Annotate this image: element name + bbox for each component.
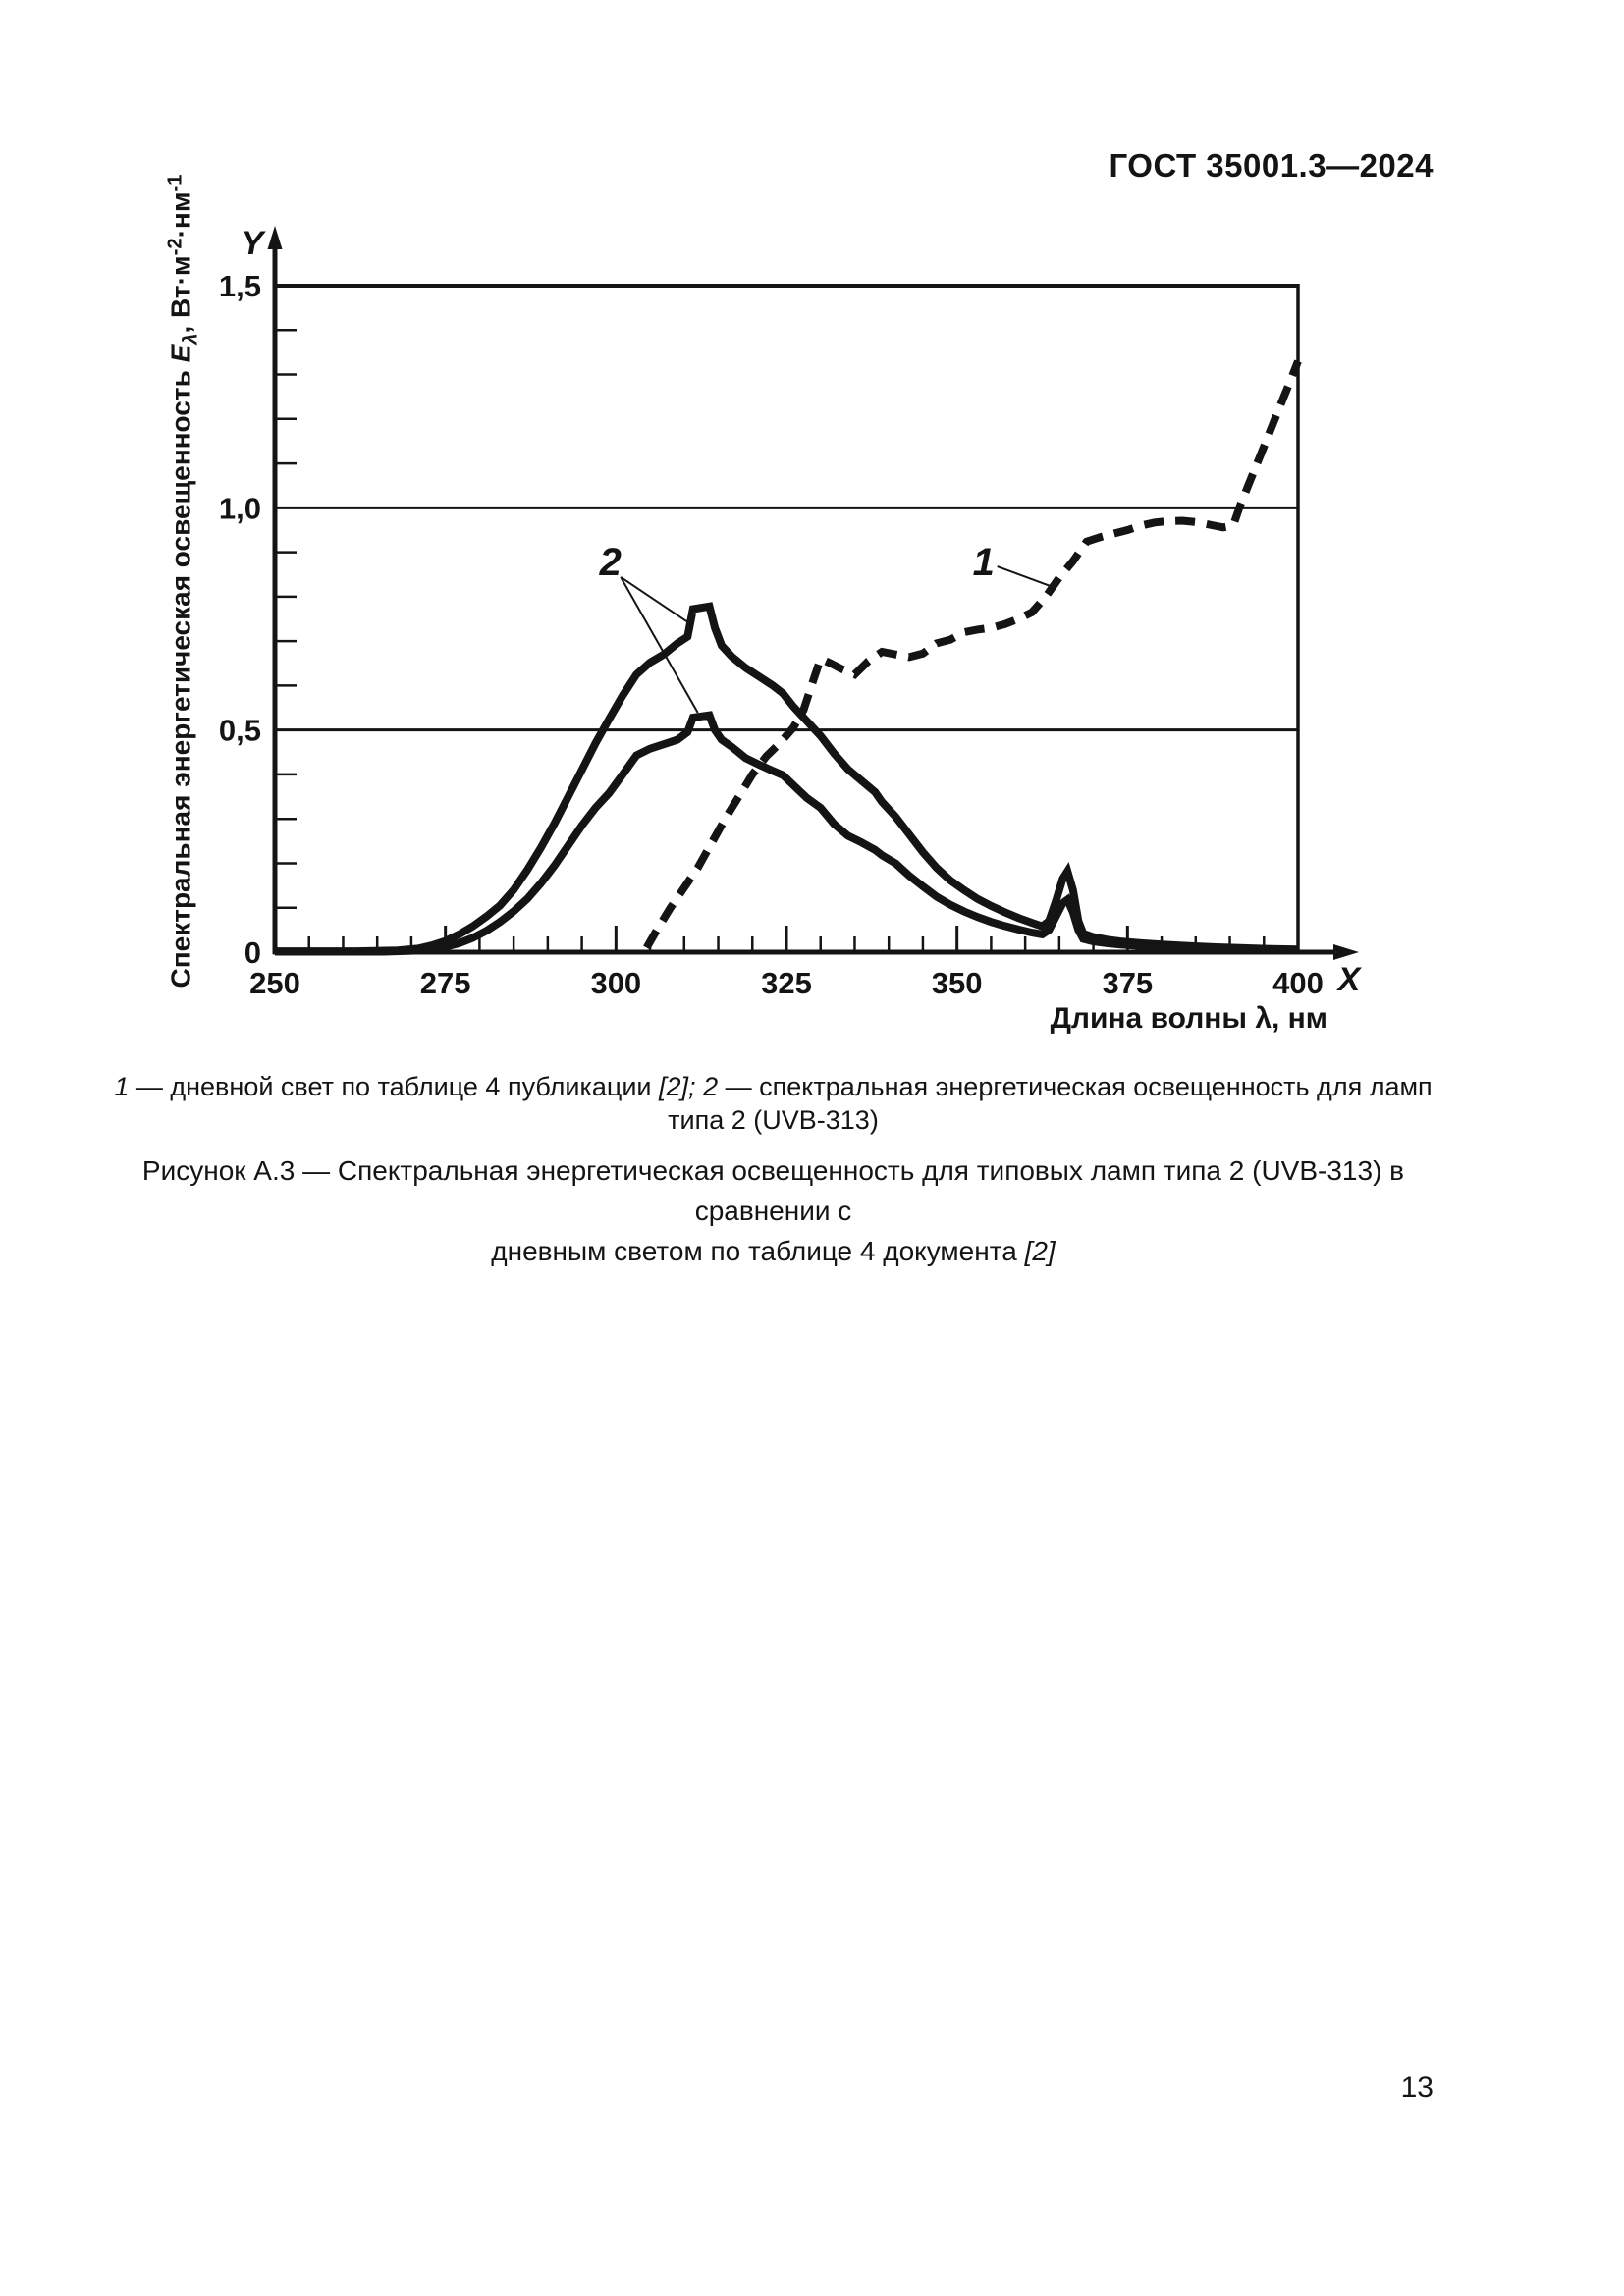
document-header: ГОСТ 35001.3—2024 <box>1109 147 1434 184</box>
y-tick-label: 1,0 <box>219 491 261 525</box>
figure-caption-line1: Рисунок А.3 — Спектральная энергетическа… <box>103 1150 1443 1231</box>
annotation-leader <box>620 576 699 714</box>
x-axis-letter: X <box>1336 961 1363 998</box>
curve-2-lower <box>275 711 1299 956</box>
x-tick-label: 400 <box>1272 966 1324 1000</box>
text-fragment: [2]; <box>659 1072 696 1101</box>
y-tick-label: 0,5 <box>219 714 261 748</box>
y-axis-arrow <box>267 226 283 249</box>
text-fragment: -1 <box>164 174 187 192</box>
y-tick-label: 0 <box>244 935 261 970</box>
page-number: 13 <box>1400 2071 1434 2104</box>
x-tick-label: 250 <box>249 966 300 1000</box>
text-fragment: — спектральная энергетическая освещеннос… <box>668 1072 1433 1135</box>
x-tick-label: 275 <box>420 966 471 1000</box>
curve-2-upper <box>275 602 1299 956</box>
x-tick-label: 375 <box>1102 966 1153 1000</box>
x-axis-arrow <box>1333 944 1359 960</box>
figure-caption: Рисунок А.3 — Спектральная энергетическа… <box>103 1150 1443 1271</box>
text-fragment: дневным светом по таблице 4 документа <box>491 1236 1025 1266</box>
curve-label-1: 1 <box>973 541 995 584</box>
figure-legend: 1 — дневной свет по таблице 4 публикации… <box>103 1070 1443 1137</box>
text-fragment <box>696 1072 704 1101</box>
text-fragment: 1 <box>114 1072 130 1101</box>
text-fragment: — дневной свет по таблице 4 публикации <box>129 1072 660 1101</box>
x-tick-label: 300 <box>590 966 641 1000</box>
text-fragment: 2 <box>703 1072 719 1101</box>
y-tick-label: 1,5 <box>219 269 261 303</box>
text-fragment: Рисунок А.3 — Спектральная энергетическа… <box>141 1155 1405 1226</box>
curve-label-2: 2 <box>599 541 622 584</box>
x-axis-title: Длина волны λ, нм <box>1051 1002 1327 1035</box>
text-fragment: [2] <box>1024 1236 1056 1266</box>
annotation-leader <box>620 576 688 623</box>
x-tick-label: 325 <box>761 966 812 1000</box>
figure-caption-line2: дневным светом по таблице 4 документа [2… <box>103 1231 1443 1271</box>
annotation-leader <box>997 565 1052 587</box>
x-tick-label: 350 <box>932 966 983 1000</box>
spectral-irradiance-chart: 0 0,5 1,0 1,5 250 275 300 325 350 375 400 Y X Длина в… <box>219 225 1363 1035</box>
curve-1-daylight <box>643 359 1302 950</box>
y-axis-letter: Y <box>242 225 267 262</box>
